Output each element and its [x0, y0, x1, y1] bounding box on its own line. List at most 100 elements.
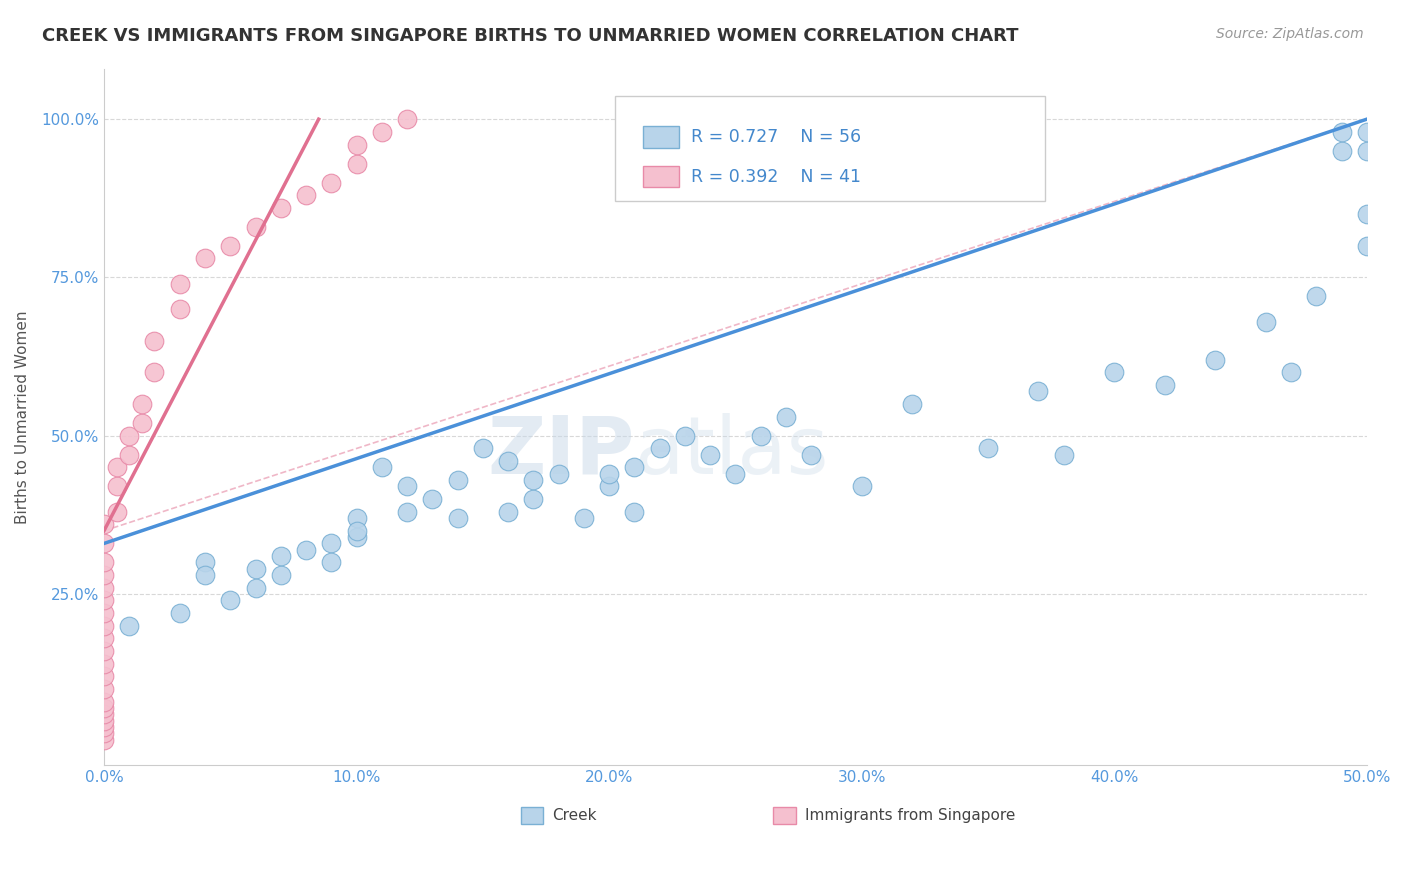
Point [270, 568, 292, 582]
Point [93, 732, 115, 747]
Point [93, 581, 115, 595]
Point [623, 460, 645, 475]
Point [105, 505, 128, 519]
Point [194, 252, 217, 266]
Y-axis label: Births to Unmarried Women: Births to Unmarried Women [15, 310, 30, 524]
Point [1053, 448, 1076, 462]
Point [131, 397, 153, 411]
Bar [643, 126, 679, 147]
Point [321, 536, 343, 550]
Point [371, 460, 394, 475]
Point [673, 429, 696, 443]
Point [977, 442, 1000, 456]
Point [93, 644, 115, 658]
Point [346, 511, 368, 525]
Point [1355, 144, 1378, 158]
Point [522, 492, 544, 507]
Point [93, 556, 115, 570]
Point [346, 137, 368, 152]
Point [1330, 144, 1353, 158]
Point [245, 581, 267, 595]
Point [93, 714, 115, 728]
Point [749, 429, 772, 443]
Point [1102, 366, 1125, 380]
Text: Creek: Creek [553, 808, 596, 822]
Text: atlas: atlas [634, 413, 828, 491]
Point [648, 442, 671, 456]
Point [623, 505, 645, 519]
Point [93, 568, 115, 582]
Point [1254, 315, 1277, 329]
Point [245, 219, 267, 234]
Point [93, 619, 115, 633]
Point [1330, 125, 1353, 139]
Point [1355, 125, 1378, 139]
FancyBboxPatch shape [616, 96, 1045, 201]
Point [169, 606, 191, 620]
Point [93, 517, 115, 532]
Text: R = 0.392    N = 41: R = 0.392 N = 41 [692, 168, 862, 186]
Point [446, 511, 468, 525]
Point [270, 549, 292, 563]
Point [1204, 352, 1226, 367]
Point [775, 409, 797, 424]
Point [219, 239, 242, 253]
Point [1153, 378, 1175, 392]
Point [800, 448, 823, 462]
Point [396, 479, 419, 493]
Point [93, 695, 115, 709]
Bar [520, 807, 544, 824]
Point [143, 334, 166, 348]
Point [143, 366, 166, 380]
Point [496, 505, 519, 519]
Text: R = 0.727    N = 56: R = 0.727 N = 56 [692, 128, 862, 145]
Point [131, 416, 153, 430]
Point [346, 530, 368, 544]
Point [169, 277, 191, 291]
Point [724, 467, 747, 481]
Point [194, 568, 217, 582]
Point [295, 542, 318, 557]
Point [1279, 366, 1302, 380]
Point [321, 556, 343, 570]
Point [522, 473, 544, 487]
Point [93, 726, 115, 740]
Point [851, 479, 873, 493]
Text: Immigrants from Singapore: Immigrants from Singapore [804, 808, 1015, 822]
Point [1355, 207, 1378, 221]
Point [93, 682, 115, 697]
Point [93, 669, 115, 683]
Point [420, 492, 443, 507]
Point [93, 707, 115, 722]
Point [471, 442, 494, 456]
Point [446, 473, 468, 487]
Point [496, 454, 519, 468]
Point [699, 448, 721, 462]
Point [1028, 384, 1050, 399]
Point [93, 593, 115, 607]
Point [245, 562, 267, 576]
Point [93, 536, 115, 550]
Point [572, 511, 595, 525]
Point [118, 429, 141, 443]
Point [295, 188, 318, 202]
Point [598, 479, 620, 493]
Text: CREEK VS IMMIGRANTS FROM SINGAPORE BIRTHS TO UNMARRIED WOMEN CORRELATION CHART: CREEK VS IMMIGRANTS FROM SINGAPORE BIRTH… [42, 27, 1019, 45]
Point [118, 619, 141, 633]
Point [219, 593, 242, 607]
Point [93, 632, 115, 646]
Point [371, 125, 394, 139]
Point [321, 176, 343, 190]
Point [346, 524, 368, 538]
Point [1355, 239, 1378, 253]
Point [194, 556, 217, 570]
Bar [773, 807, 796, 824]
Point [169, 302, 191, 317]
Point [93, 657, 115, 671]
Bar [643, 166, 679, 187]
Point [396, 505, 419, 519]
Point [93, 720, 115, 734]
Point [93, 701, 115, 715]
Point [547, 467, 569, 481]
Text: ZIP: ZIP [486, 413, 634, 491]
